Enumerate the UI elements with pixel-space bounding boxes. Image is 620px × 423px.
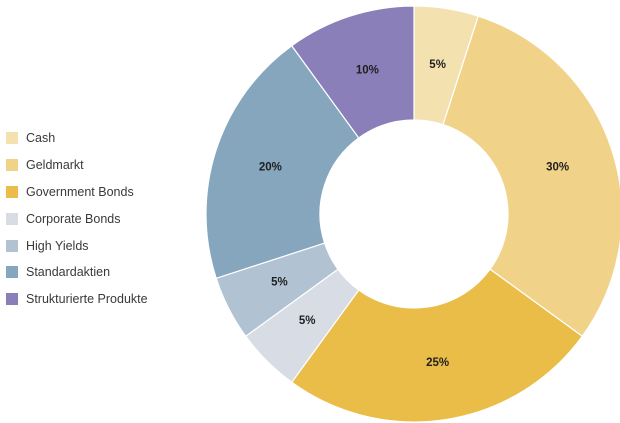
slice-value-label: 5%	[271, 277, 288, 289]
slice-value-label: 30%	[546, 161, 569, 173]
legend-item-corporate-bonds: Corporate Bonds	[6, 205, 196, 232]
legend-item-government-bonds: Government Bonds	[6, 179, 196, 206]
legend-swatch	[6, 293, 18, 306]
legend-item-standardaktien: Standardaktien	[6, 259, 196, 286]
legend-label: High Yields	[26, 238, 89, 253]
donut-slice-geldmarkt	[442, 15, 620, 338]
legend-label: Cash	[26, 131, 56, 146]
donut-slice-standardaktien	[205, 44, 360, 280]
slice-value-label: 5%	[429, 59, 446, 71]
legend-swatch	[6, 266, 18, 279]
legend-label: Strukturierte Produkte	[26, 292, 148, 307]
slice-value-label: 25%	[426, 357, 449, 369]
slice-value-label: 10%	[356, 64, 379, 76]
legend-label: Corporate Bonds	[26, 211, 121, 226]
legend-swatch	[6, 132, 18, 145]
legend-swatch	[6, 185, 18, 198]
slice-value-label: 5%	[299, 315, 316, 327]
legend-swatch	[6, 159, 18, 172]
legend-label: Standardaktien	[26, 265, 111, 280]
legend-swatch	[6, 212, 18, 225]
donut-slice-strukturierte-produkte	[290, 5, 415, 139]
legend-item-geldmarkt: Geldmarkt	[6, 152, 196, 179]
legend-item-strukturierte-produkte: Strukturierte Produkte	[6, 286, 196, 313]
slice-value-label: 20%	[259, 161, 282, 173]
legend-item-cash: Cash	[6, 125, 196, 152]
legend-swatch	[6, 239, 18, 252]
donut-slice-government-bonds	[290, 268, 584, 423]
legend-label: Geldmarkt	[26, 158, 84, 173]
chart-legend: Cash Geldmarkt Government Bonds Corporat…	[6, 125, 196, 313]
legend-label: Government Bonds	[26, 184, 134, 199]
legend-item-high-yields: High Yields	[6, 232, 196, 259]
